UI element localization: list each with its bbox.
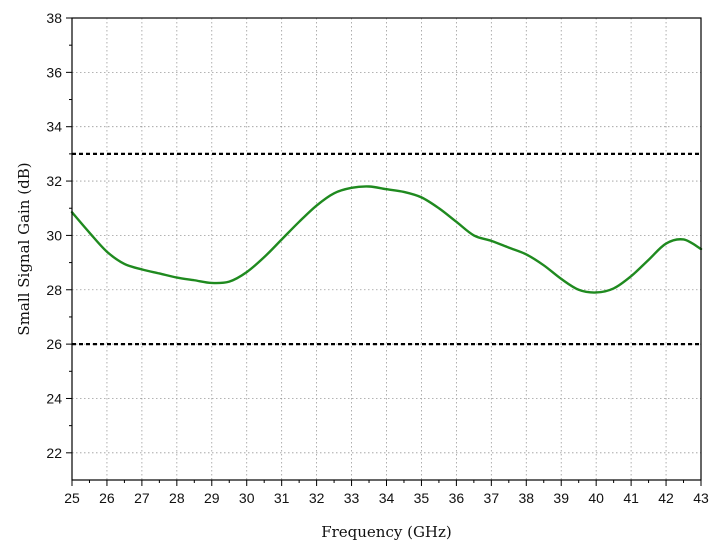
- y-tick-label: 24: [46, 390, 62, 406]
- x-tick-label: 25: [64, 490, 80, 506]
- x-tick-label: 42: [658, 490, 674, 506]
- x-tick-label: 36: [449, 490, 465, 506]
- x-tick-label: 30: [239, 490, 255, 506]
- x-tick-label: 43: [693, 490, 709, 506]
- y-tick-label: 34: [46, 119, 62, 135]
- x-tick-label: 28: [169, 490, 185, 506]
- x-tick-label: 31: [274, 490, 290, 506]
- y-tick-label: 26: [46, 336, 62, 352]
- x-tick-label: 29: [204, 490, 220, 506]
- y-tick-label: 22: [46, 445, 62, 461]
- x-tick-label: 33: [344, 490, 360, 506]
- y-tick-label: 36: [46, 64, 62, 80]
- x-tick-label: 37: [484, 490, 500, 506]
- y-axis: 22 24 26 28 30 32 34 36 38: [46, 10, 72, 461]
- y-tick-label: 32: [46, 173, 62, 189]
- plot-frame: [71, 17, 702, 481]
- x-tick-label: 40: [588, 490, 604, 506]
- y-tick-label: 30: [46, 227, 62, 243]
- x-tick-label: 39: [553, 490, 569, 506]
- x-tick-label: 41: [623, 490, 639, 506]
- y-tick-label: 28: [46, 282, 62, 298]
- grid: [72, 18, 701, 480]
- x-tick-label: 26: [99, 490, 115, 506]
- x-axis: 25 26 27 28 29 30 31 32 33 34 35 36 37 38 39 40 41 42 43: [64, 480, 709, 506]
- y-axis-title: Small Signal Gain (dB): [15, 162, 33, 335]
- series-group: [70, 185, 703, 294]
- y-tick-label: 38: [46, 10, 62, 26]
- x-tick-label: 32: [309, 490, 325, 506]
- series-line: [70, 185, 703, 294]
- x-tick-label: 35: [414, 490, 430, 506]
- x-tick-label: 34: [379, 490, 395, 506]
- x-tick-label: 38: [518, 490, 534, 506]
- x-tick-label: 27: [134, 490, 150, 506]
- x-axis-title: Frequency (GHz): [321, 523, 452, 541]
